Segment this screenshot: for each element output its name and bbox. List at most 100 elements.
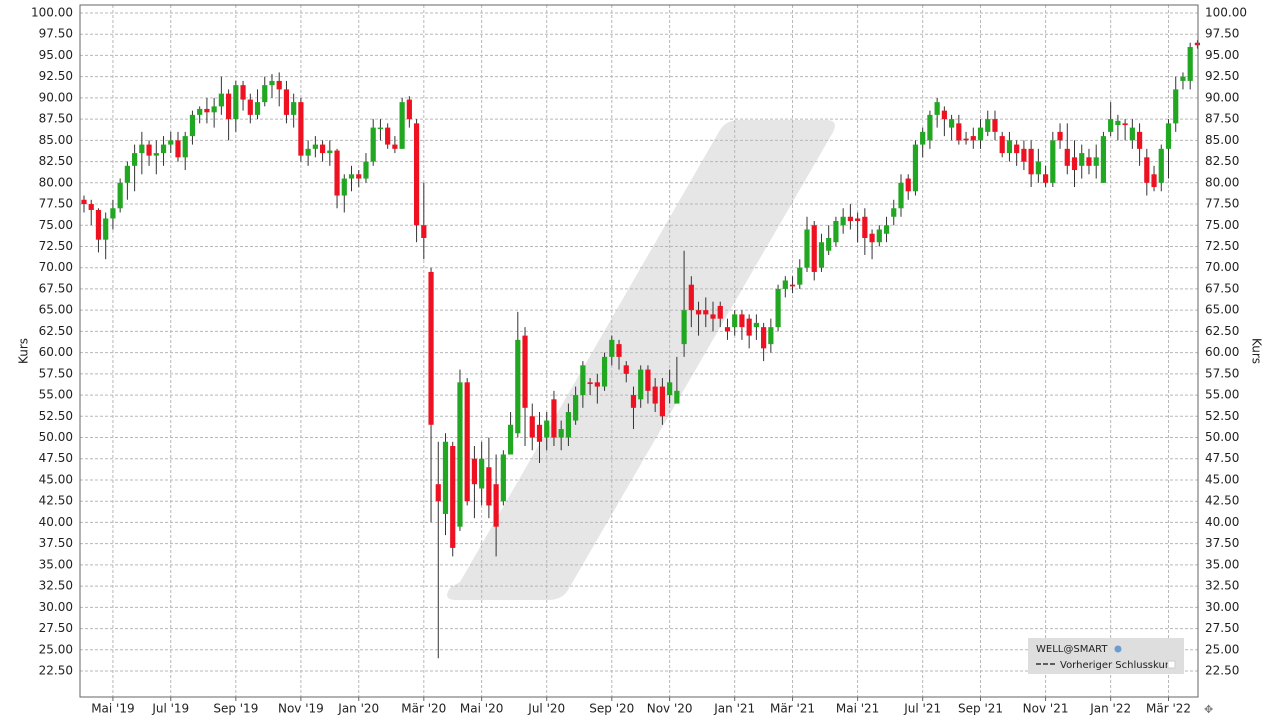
candle-body xyxy=(233,85,239,120)
legend-box xyxy=(1028,638,1184,674)
watermark xyxy=(447,120,835,600)
candle-body xyxy=(963,138,969,141)
candle-body xyxy=(457,382,463,527)
candle-body xyxy=(847,216,853,222)
candle-body xyxy=(240,85,246,100)
candle-body xyxy=(703,310,709,315)
y2-tick-label: 82.50 xyxy=(1205,154,1239,168)
y2-tick-label: 27.50 xyxy=(1205,621,1239,635)
y-tick-label: 77.50 xyxy=(39,197,73,211)
x-tick-label: Mai '19 xyxy=(91,702,134,716)
candle-body xyxy=(493,484,499,527)
candle-body xyxy=(1064,148,1070,166)
candle-body xyxy=(544,420,550,438)
candle-body xyxy=(587,382,593,385)
candle-body xyxy=(876,229,882,243)
y2-tick-label: 100.00 xyxy=(1205,5,1247,19)
candle-body xyxy=(522,335,528,408)
plot-frame xyxy=(79,4,1199,698)
x-tick-label: Mär '22 xyxy=(1146,702,1191,716)
x-tick-label: Jul '21 xyxy=(903,702,941,716)
candle-body xyxy=(305,148,311,156)
y-tick-label: 25.00 xyxy=(39,642,73,656)
x-tick-label: Jul '19 xyxy=(151,702,189,716)
candle-body xyxy=(269,80,275,86)
y-tick-label: 100.00 xyxy=(31,5,73,19)
candle-body xyxy=(479,458,485,489)
candle-body xyxy=(182,136,188,158)
candle-body xyxy=(883,225,890,234)
legend-checkbox[interactable] xyxy=(1167,660,1176,669)
y-tick-label: 92.50 xyxy=(39,69,73,83)
y2-tick-label: 87.50 xyxy=(1205,112,1239,126)
candle-body xyxy=(927,114,933,141)
y-tick-label: 37.50 xyxy=(39,536,73,550)
x-tick-label: Jul '20 xyxy=(527,702,565,716)
candle-body xyxy=(81,199,87,205)
x-tick-label: Nov '19 xyxy=(278,702,324,716)
legend-label: WELL@SMART xyxy=(1036,644,1108,655)
candle-body xyxy=(515,339,521,434)
candle-body xyxy=(833,221,839,243)
candle-body xyxy=(601,356,608,387)
candle-body xyxy=(442,441,449,514)
y2-tick-label: 22.50 xyxy=(1205,664,1239,678)
candle-body xyxy=(450,446,456,548)
y2-tick-label: 67.50 xyxy=(1205,281,1239,295)
candle-body xyxy=(153,153,159,156)
y2-tick-label: 50.00 xyxy=(1205,430,1239,444)
candle-body xyxy=(1108,119,1114,132)
candle-body xyxy=(724,327,731,332)
y-tick-label: 40.00 xyxy=(39,515,73,529)
candle-body xyxy=(789,284,796,287)
candle-body xyxy=(775,288,781,328)
y-tick-label: 42.50 xyxy=(39,494,73,508)
candle-body xyxy=(616,344,622,357)
candle-body xyxy=(768,327,774,345)
y-tick-label: 22.50 xyxy=(39,664,73,678)
x-tick-label: Jan '21 xyxy=(713,702,755,716)
candle-body xyxy=(1129,127,1135,141)
candle-body xyxy=(804,229,810,268)
x-tick-label: Mär '20 xyxy=(401,702,446,716)
y2-tick-label: 70.00 xyxy=(1205,260,1239,274)
y2-tick-label: 25.00 xyxy=(1205,642,1239,656)
candle-body xyxy=(204,108,210,113)
candle-body xyxy=(739,314,745,328)
candle-body xyxy=(999,136,1005,154)
y-axis-title: Kurs xyxy=(17,338,31,364)
candle-body xyxy=(652,386,658,404)
candle-body xyxy=(486,467,492,506)
candle-body xyxy=(941,110,947,120)
y2-tick-label: 47.50 xyxy=(1205,451,1239,465)
candle-body xyxy=(283,89,290,115)
candle-body xyxy=(695,310,702,315)
candle-body xyxy=(985,119,991,132)
candle-body xyxy=(146,144,152,156)
candle-body xyxy=(1021,148,1027,162)
y2-tick-label: 92.50 xyxy=(1205,69,1239,83)
x-tick-label: Jan '22 xyxy=(1089,702,1131,716)
y2-tick-label: 57.50 xyxy=(1205,366,1239,380)
y-tick-label: 60.00 xyxy=(39,345,73,359)
candle-body xyxy=(319,144,326,154)
candle-body xyxy=(949,119,955,128)
candle-body xyxy=(732,314,738,328)
x-tick-label: Nov '21 xyxy=(1023,702,1069,716)
y-tick-label: 62.50 xyxy=(39,324,73,338)
candle-body xyxy=(594,382,600,387)
candle-body xyxy=(688,284,694,311)
y2-tick-label: 37.50 xyxy=(1205,536,1239,550)
candle-body xyxy=(298,102,304,156)
candle-body xyxy=(623,365,629,374)
y-tick-label: 75.00 xyxy=(39,218,73,232)
candle-body xyxy=(717,305,723,319)
candle-body xyxy=(811,225,817,272)
y2-tick-label: 65.00 xyxy=(1205,303,1239,317)
candle-body xyxy=(1158,148,1164,183)
x-tick-label: Jan '20 xyxy=(337,702,379,716)
scroll-icon[interactable]: ✥ xyxy=(1204,703,1213,716)
candle-body xyxy=(869,233,875,243)
candle-body xyxy=(862,216,868,238)
